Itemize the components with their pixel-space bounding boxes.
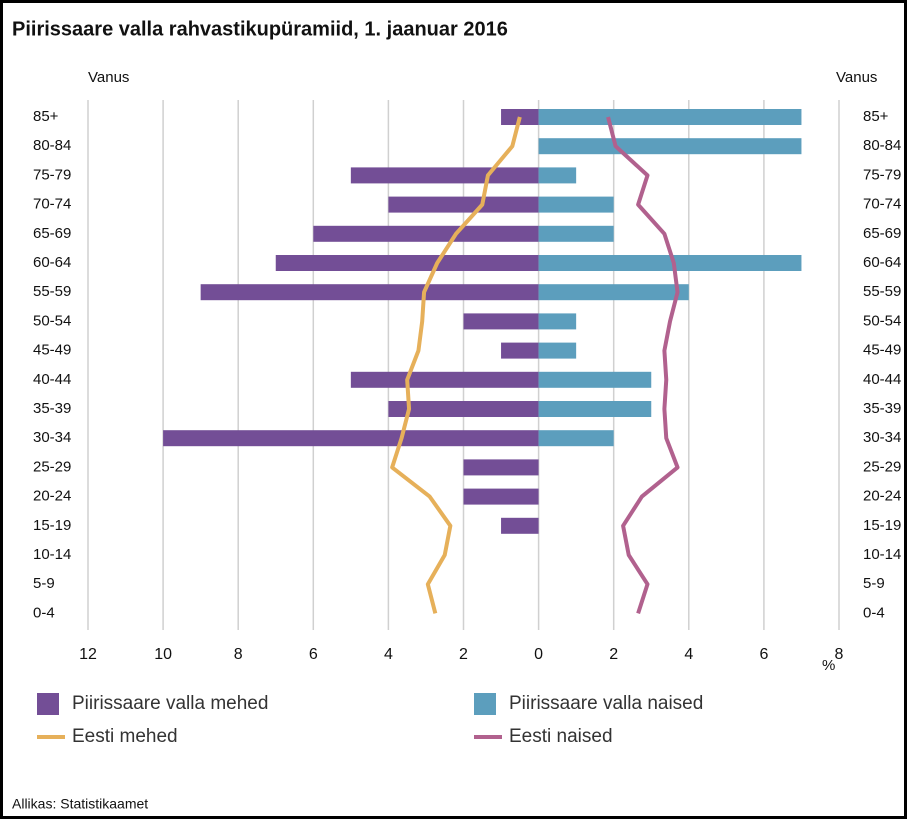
- x-tick-label: 4: [384, 646, 393, 663]
- bar: [350, 167, 539, 184]
- y-tick-label-right: 10-14: [863, 546, 901, 563]
- y-tick-label-right: 30-34: [863, 429, 901, 446]
- bar: [388, 401, 539, 417]
- bar: [538, 342, 577, 359]
- y-tick-label-right: 80-84: [863, 137, 901, 154]
- y-tick-label-right: 0-4: [863, 604, 885, 621]
- y-tick-label-right: 45-49: [863, 342, 901, 359]
- x-tick-label: 0: [534, 646, 543, 663]
- bar: [538, 109, 802, 125]
- bar: [538, 225, 614, 242]
- y-tick-label: 45-49: [33, 342, 71, 359]
- bar: [275, 255, 539, 271]
- y-tick-label: 15-19: [33, 517, 71, 534]
- legend-label: Eesti naised: [509, 726, 613, 747]
- x-tick-label: 2: [609, 646, 618, 663]
- legend-label: Eesti mehed: [72, 726, 178, 747]
- x-tick-label: 6: [759, 646, 768, 663]
- bar: [501, 517, 539, 534]
- bar: [538, 430, 614, 447]
- y-tick-label: 70-74: [33, 196, 71, 213]
- y-tick-label-right: 70-74: [863, 196, 901, 213]
- y-tick-label-right: 85+: [863, 108, 889, 125]
- x-tick-label: 10: [154, 646, 172, 663]
- y-tick-label-right: 40-44: [863, 371, 901, 388]
- legend-label: Piirissaare valla mehed: [72, 693, 268, 714]
- legend-swatch: [474, 693, 496, 715]
- chart-title: Piirissaare valla rahvastikupüramiid, 1.…: [12, 18, 508, 40]
- y-tick-label: 50-54: [33, 312, 71, 329]
- y-tick-label: 5-9: [33, 575, 55, 592]
- bar: [463, 313, 539, 330]
- source: Allikas: Statistikaamet: [12, 796, 148, 812]
- x-tick-label: 6: [309, 646, 318, 663]
- x-tick-label: 8: [234, 646, 243, 663]
- bar: [463, 488, 539, 505]
- bar: [388, 196, 539, 213]
- y-tick-label: 25-29: [33, 458, 71, 475]
- y-tick-label: 85+: [33, 108, 59, 125]
- legend-label: Piirissaare valla naised: [509, 693, 703, 714]
- y-tick-label: 0-4: [33, 604, 55, 621]
- y-tick-label: 55-59: [33, 283, 71, 300]
- y-tick-label-right: 75-79: [863, 166, 901, 183]
- y-tick-label: 80-84: [33, 137, 71, 154]
- bar: [538, 138, 802, 155]
- y-tick-label: 60-64: [33, 254, 71, 271]
- y-tick-label-right: 35-39: [863, 400, 901, 417]
- bar: [200, 284, 539, 301]
- bar: [538, 196, 614, 213]
- bar: [538, 371, 652, 388]
- legend-swatch: [37, 693, 59, 715]
- y-tick-label-right: 55-59: [863, 283, 901, 300]
- bar: [501, 342, 539, 359]
- x-tick-label: 8: [835, 646, 844, 663]
- bar: [163, 430, 539, 447]
- y-tick-label-right: 60-64: [863, 254, 901, 271]
- x-tick-label: 2: [459, 646, 468, 663]
- y-axis-label: Vanus: [88, 69, 129, 86]
- bar: [538, 284, 689, 301]
- bar: [463, 459, 539, 476]
- y-tick-label-right: 25-29: [863, 458, 901, 475]
- line: [606, 116, 680, 615]
- y-tick-label: 65-69: [33, 225, 71, 242]
- y-tick-label: 35-39: [33, 400, 71, 417]
- bar: [538, 255, 802, 271]
- y-tick-label-right: 20-24: [863, 488, 901, 505]
- bar: [538, 401, 652, 417]
- x-tick-label: 4: [684, 646, 693, 663]
- x-axis-label: %: [822, 657, 835, 674]
- y-tick-label: 20-24: [33, 488, 71, 505]
- y-tick-label-right: 50-54: [863, 312, 901, 329]
- y-tick-label: 10-14: [33, 546, 71, 563]
- bar: [538, 313, 577, 330]
- bar: [538, 167, 577, 184]
- y-axis-label-right: Vanus: [836, 69, 877, 86]
- line: [390, 116, 522, 614]
- bar: [313, 225, 539, 242]
- y-tick-label: 30-34: [33, 429, 71, 446]
- y-tick-label: 75-79: [33, 166, 71, 183]
- x-tick-label: 12: [79, 646, 97, 663]
- y-tick-label-right: 5-9: [863, 575, 885, 592]
- bar: [350, 371, 539, 388]
- y-tick-label-right: 15-19: [863, 517, 901, 534]
- y-tick-label: 40-44: [33, 371, 71, 388]
- y-tick-label-right: 65-69: [863, 225, 901, 242]
